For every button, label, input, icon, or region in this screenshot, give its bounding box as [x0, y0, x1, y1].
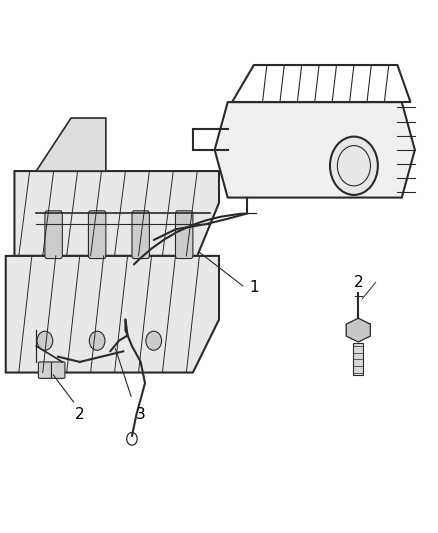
FancyBboxPatch shape: [353, 343, 364, 375]
Circle shape: [146, 331, 162, 350]
FancyBboxPatch shape: [132, 211, 149, 259]
Text: 1: 1: [249, 280, 258, 295]
PathPatch shape: [6, 256, 219, 373]
FancyBboxPatch shape: [176, 211, 193, 259]
Text: 2: 2: [353, 275, 363, 290]
Text: 3: 3: [136, 407, 145, 423]
FancyBboxPatch shape: [45, 211, 62, 259]
FancyBboxPatch shape: [51, 362, 65, 378]
FancyBboxPatch shape: [39, 362, 52, 378]
FancyBboxPatch shape: [88, 211, 106, 259]
Polygon shape: [346, 318, 371, 342]
Circle shape: [330, 136, 378, 195]
Text: 2: 2: [75, 407, 85, 423]
PathPatch shape: [215, 102, 415, 198]
PathPatch shape: [14, 171, 219, 256]
Circle shape: [37, 331, 53, 350]
PathPatch shape: [36, 118, 106, 171]
Circle shape: [127, 432, 137, 445]
Circle shape: [89, 331, 105, 350]
